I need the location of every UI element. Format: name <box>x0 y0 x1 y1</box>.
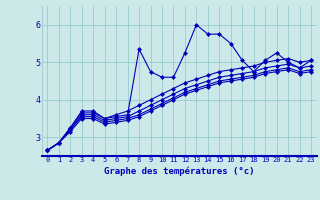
X-axis label: Graphe des températures (°c): Graphe des températures (°c) <box>104 166 254 176</box>
